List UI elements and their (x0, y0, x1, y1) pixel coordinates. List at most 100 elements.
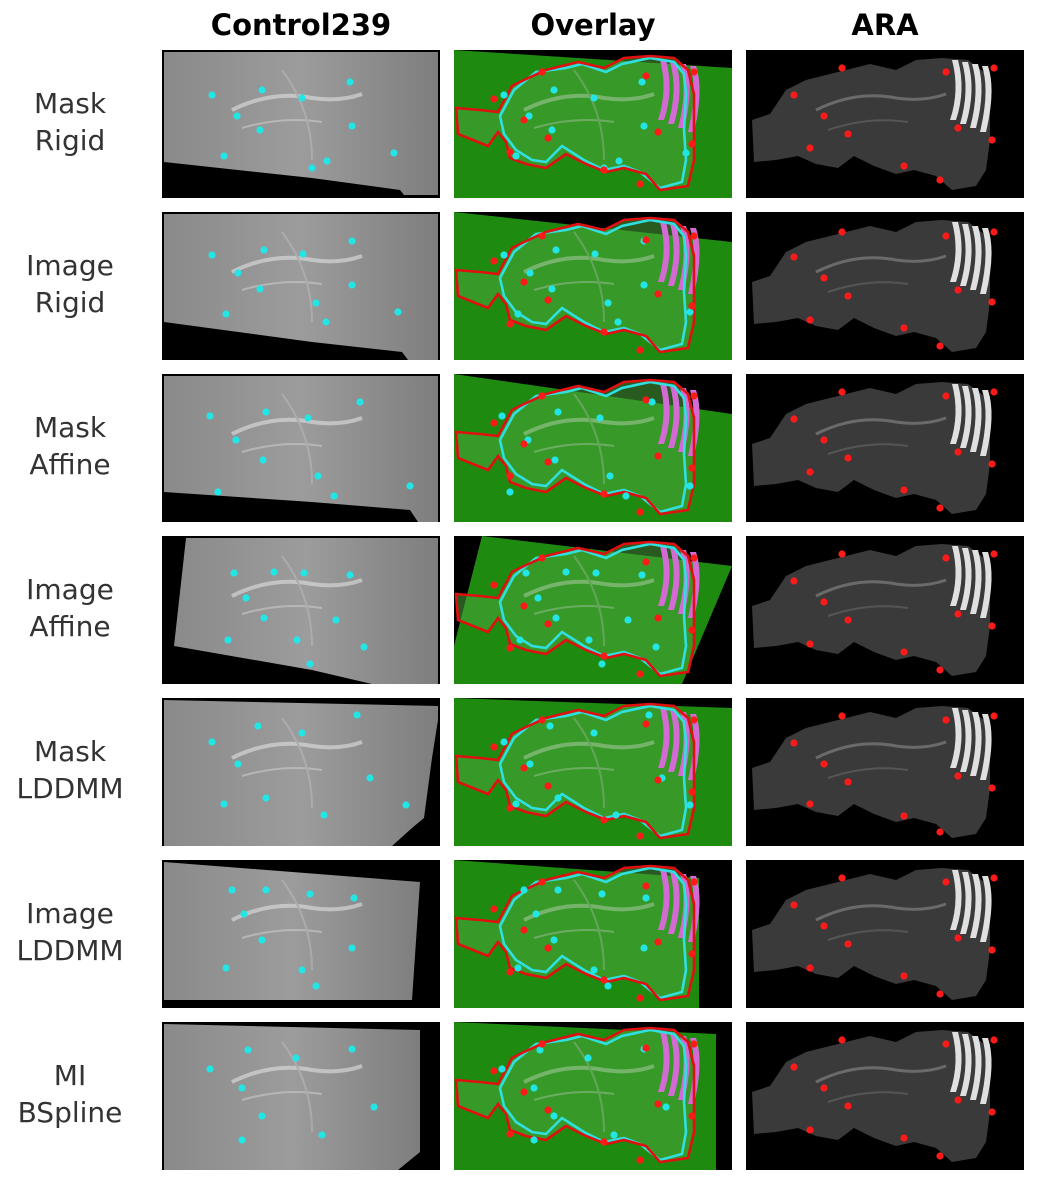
overlay-atlas-landmark (690, 554, 698, 562)
ara-brain (752, 58, 990, 190)
ara-texture (827, 281, 909, 293)
control-landmark (208, 91, 216, 99)
overlay-atlas-landmark (600, 816, 608, 824)
ara-landmark (844, 130, 852, 138)
overlay-control-landmark (554, 408, 562, 416)
overlay-atlas-landmark (600, 1138, 608, 1146)
ara-landmark (990, 712, 998, 720)
brain-texture (231, 879, 363, 971)
row-label: Mask LDDMM (0, 733, 140, 807)
ara-landmark (900, 972, 908, 980)
control-image-panel (162, 374, 440, 522)
ara-landmark (900, 162, 908, 170)
ara-atlas-panel (746, 1022, 1024, 1170)
overlay-atlas-landmark (538, 716, 546, 724)
overlay-atlas-landmark (688, 626, 696, 634)
ara-landmark (990, 1036, 998, 1044)
ara-landmark (820, 1084, 828, 1092)
ara-landmark (936, 828, 944, 836)
ara-texture (815, 740, 947, 760)
overlay-atlas-landmark (636, 1156, 644, 1164)
overlay-control-landmark (536, 1046, 544, 1054)
control-tissue (164, 700, 438, 846)
control-image-panel (162, 698, 440, 846)
control-landmark (220, 152, 228, 160)
overlay-image-panel (454, 212, 732, 360)
ara-landmark (954, 286, 962, 294)
overlay-control-landmark (516, 636, 524, 644)
ara-landmark (990, 64, 998, 72)
ara-atlas-panel (746, 860, 1024, 1008)
overlay-control-landmark (514, 310, 522, 318)
overlay-control-landmark (500, 738, 508, 746)
brain-texture (231, 1041, 363, 1133)
overlay-control-landmark (498, 412, 506, 420)
cerebellum (658, 546, 700, 618)
control-landmark (260, 246, 268, 254)
ara-texture (815, 578, 947, 598)
row-label-line2: Rigid (34, 124, 106, 157)
overlay-atlas-landmark (690, 1040, 698, 1048)
control-landmark (356, 398, 364, 406)
overlay-atlas-landmark (506, 1130, 514, 1138)
ara-landmark (806, 640, 814, 648)
ara-landmark (900, 486, 908, 494)
overlay-atlas-landmark (636, 832, 644, 840)
control-landmark (256, 285, 264, 293)
overlay-control-landmark (652, 643, 660, 651)
atlas-outline (454, 702, 696, 840)
ara-brain (752, 382, 990, 514)
brain-texture (231, 717, 363, 809)
ara-landmark (954, 1096, 962, 1104)
ara-atlas-panel (746, 50, 1024, 198)
cerebellum (950, 1032, 992, 1104)
row-label-line1: Image (26, 573, 114, 606)
ara-landmark (988, 136, 996, 144)
brain-texture (523, 555, 655, 647)
overlay-atlas-landmark (636, 180, 644, 188)
control-landmark (258, 936, 266, 944)
overlay-atlas-landmark (520, 1088, 528, 1096)
ara-landmark (942, 1040, 950, 1048)
brain-texture (523, 1041, 655, 1133)
control-tissue (164, 376, 438, 522)
overlay-atlas-landmark (654, 776, 662, 784)
ara-landmark (942, 554, 950, 562)
control-image-panel (162, 50, 440, 198)
row-label: Mask Rigid (0, 85, 140, 159)
ara-landmark (790, 577, 798, 585)
overlay-control-landmark (584, 1054, 592, 1062)
overlay-atlas-landmark (688, 302, 696, 310)
brain-texture (231, 231, 363, 323)
control-landmark (298, 729, 306, 737)
ara-texture (815, 1064, 947, 1084)
control-landmark (258, 86, 266, 94)
control-landmark (304, 414, 312, 422)
control-landmark (332, 616, 340, 624)
overlay-image-panel (454, 374, 732, 522)
brain-texture (231, 393, 363, 485)
overlay-atlas-landmark (544, 782, 552, 790)
ara-landmark (844, 454, 852, 462)
row-label-line2: Affine (29, 610, 111, 643)
control-landmark (312, 982, 320, 990)
overlay-control-landmark (614, 318, 622, 326)
overlay-control-landmark (550, 86, 558, 94)
ara-brain (752, 868, 990, 1000)
cerebellum (950, 870, 992, 942)
control-landmark (406, 482, 414, 490)
ara-atlas-panel (746, 698, 1024, 846)
ara-landmark (806, 1126, 814, 1134)
control-landmark (262, 886, 270, 894)
overlay-control-landmark (554, 886, 562, 894)
control-image-panel (162, 536, 440, 684)
overlay-image-panel (454, 1022, 732, 1170)
overlay-atlas-landmark (544, 1106, 552, 1114)
overlay-atlas-landmark (600, 976, 608, 984)
overlay-atlas-landmark (506, 644, 514, 652)
cerebellum (950, 708, 992, 780)
ara-landmark (900, 324, 908, 332)
overlay-atlas-landmark (506, 804, 514, 812)
overlay-atlas-landmark (688, 788, 696, 796)
ara-landmark (790, 1063, 798, 1071)
